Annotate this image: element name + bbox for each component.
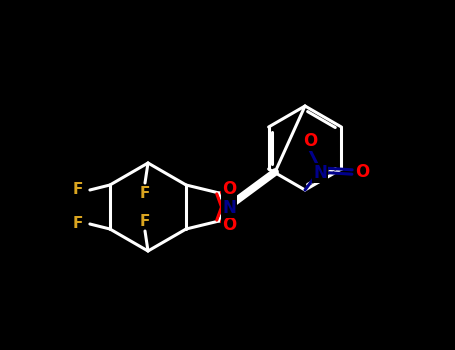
- Text: N: N: [313, 164, 327, 182]
- Text: F: F: [140, 214, 150, 229]
- Text: O: O: [222, 216, 236, 234]
- Text: F: F: [73, 217, 83, 231]
- Text: F: F: [140, 186, 150, 201]
- Text: F: F: [73, 182, 83, 197]
- Text: N: N: [222, 199, 236, 217]
- Text: O: O: [355, 163, 369, 181]
- Text: O: O: [303, 132, 317, 150]
- Text: O: O: [222, 180, 236, 198]
